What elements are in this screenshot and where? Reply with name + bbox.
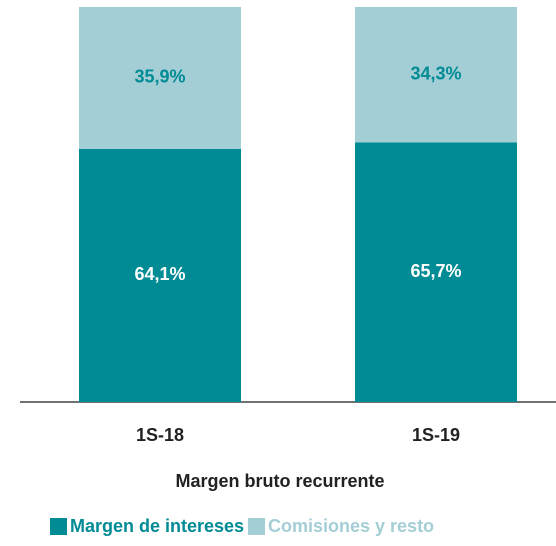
legend-swatch bbox=[50, 518, 67, 535]
value-label: 64,1% bbox=[134, 264, 185, 284]
value-label: 34,3% bbox=[410, 63, 461, 83]
legend-swatch bbox=[248, 518, 265, 535]
legend-label: Margen de intereses bbox=[70, 516, 244, 536]
x-axis-title: Margen bruto recurrente bbox=[175, 471, 384, 491]
legend-label: Comisiones y resto bbox=[268, 516, 434, 536]
bar-segment bbox=[79, 7, 241, 149]
value-label: 65,7% bbox=[410, 261, 461, 281]
x-tick-label: 1S-19 bbox=[412, 425, 460, 445]
bar-segment bbox=[355, 7, 517, 143]
bar-segment bbox=[355, 142, 517, 403]
bar-segment bbox=[79, 148, 241, 402]
x-tick-label: 1S-18 bbox=[136, 425, 184, 445]
value-label: 35,9% bbox=[134, 67, 185, 87]
